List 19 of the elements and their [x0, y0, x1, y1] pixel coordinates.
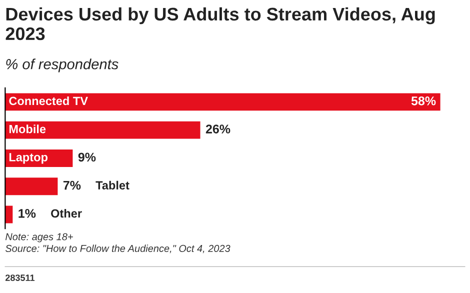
chart-title: Devices Used by US Adults to Stream Videos, Aug 2023: [6, 7, 435, 40]
data-label: 1%: [18, 209, 36, 218]
source-note: Source: "How to Follow the Audience," Oct 4, 2023: [5, 244, 230, 254]
data-label: 26%: [206, 124, 230, 134]
chart-subtitle: % of respondents: [6, 58, 118, 72]
bar: [5, 206, 13, 224]
bar: [5, 93, 440, 111]
bar: [5, 178, 58, 196]
text: Note: ages 18+: [5, 233, 73, 242]
data-label: 9%: [78, 152, 96, 162]
y-tick-label: Other: [51, 208, 82, 218]
y-tick-label: Tablet: [96, 180, 130, 190]
y-tick-label: Connected TV: [9, 96, 88, 106]
y-tick-label: Mobile: [9, 124, 46, 134]
bar: [5, 121, 200, 139]
data-label: 58%: [411, 96, 436, 106]
text: 283511: [5, 274, 35, 281]
y-tick-label: Laptop: [9, 153, 48, 164]
data-label: 7%: [63, 180, 81, 190]
